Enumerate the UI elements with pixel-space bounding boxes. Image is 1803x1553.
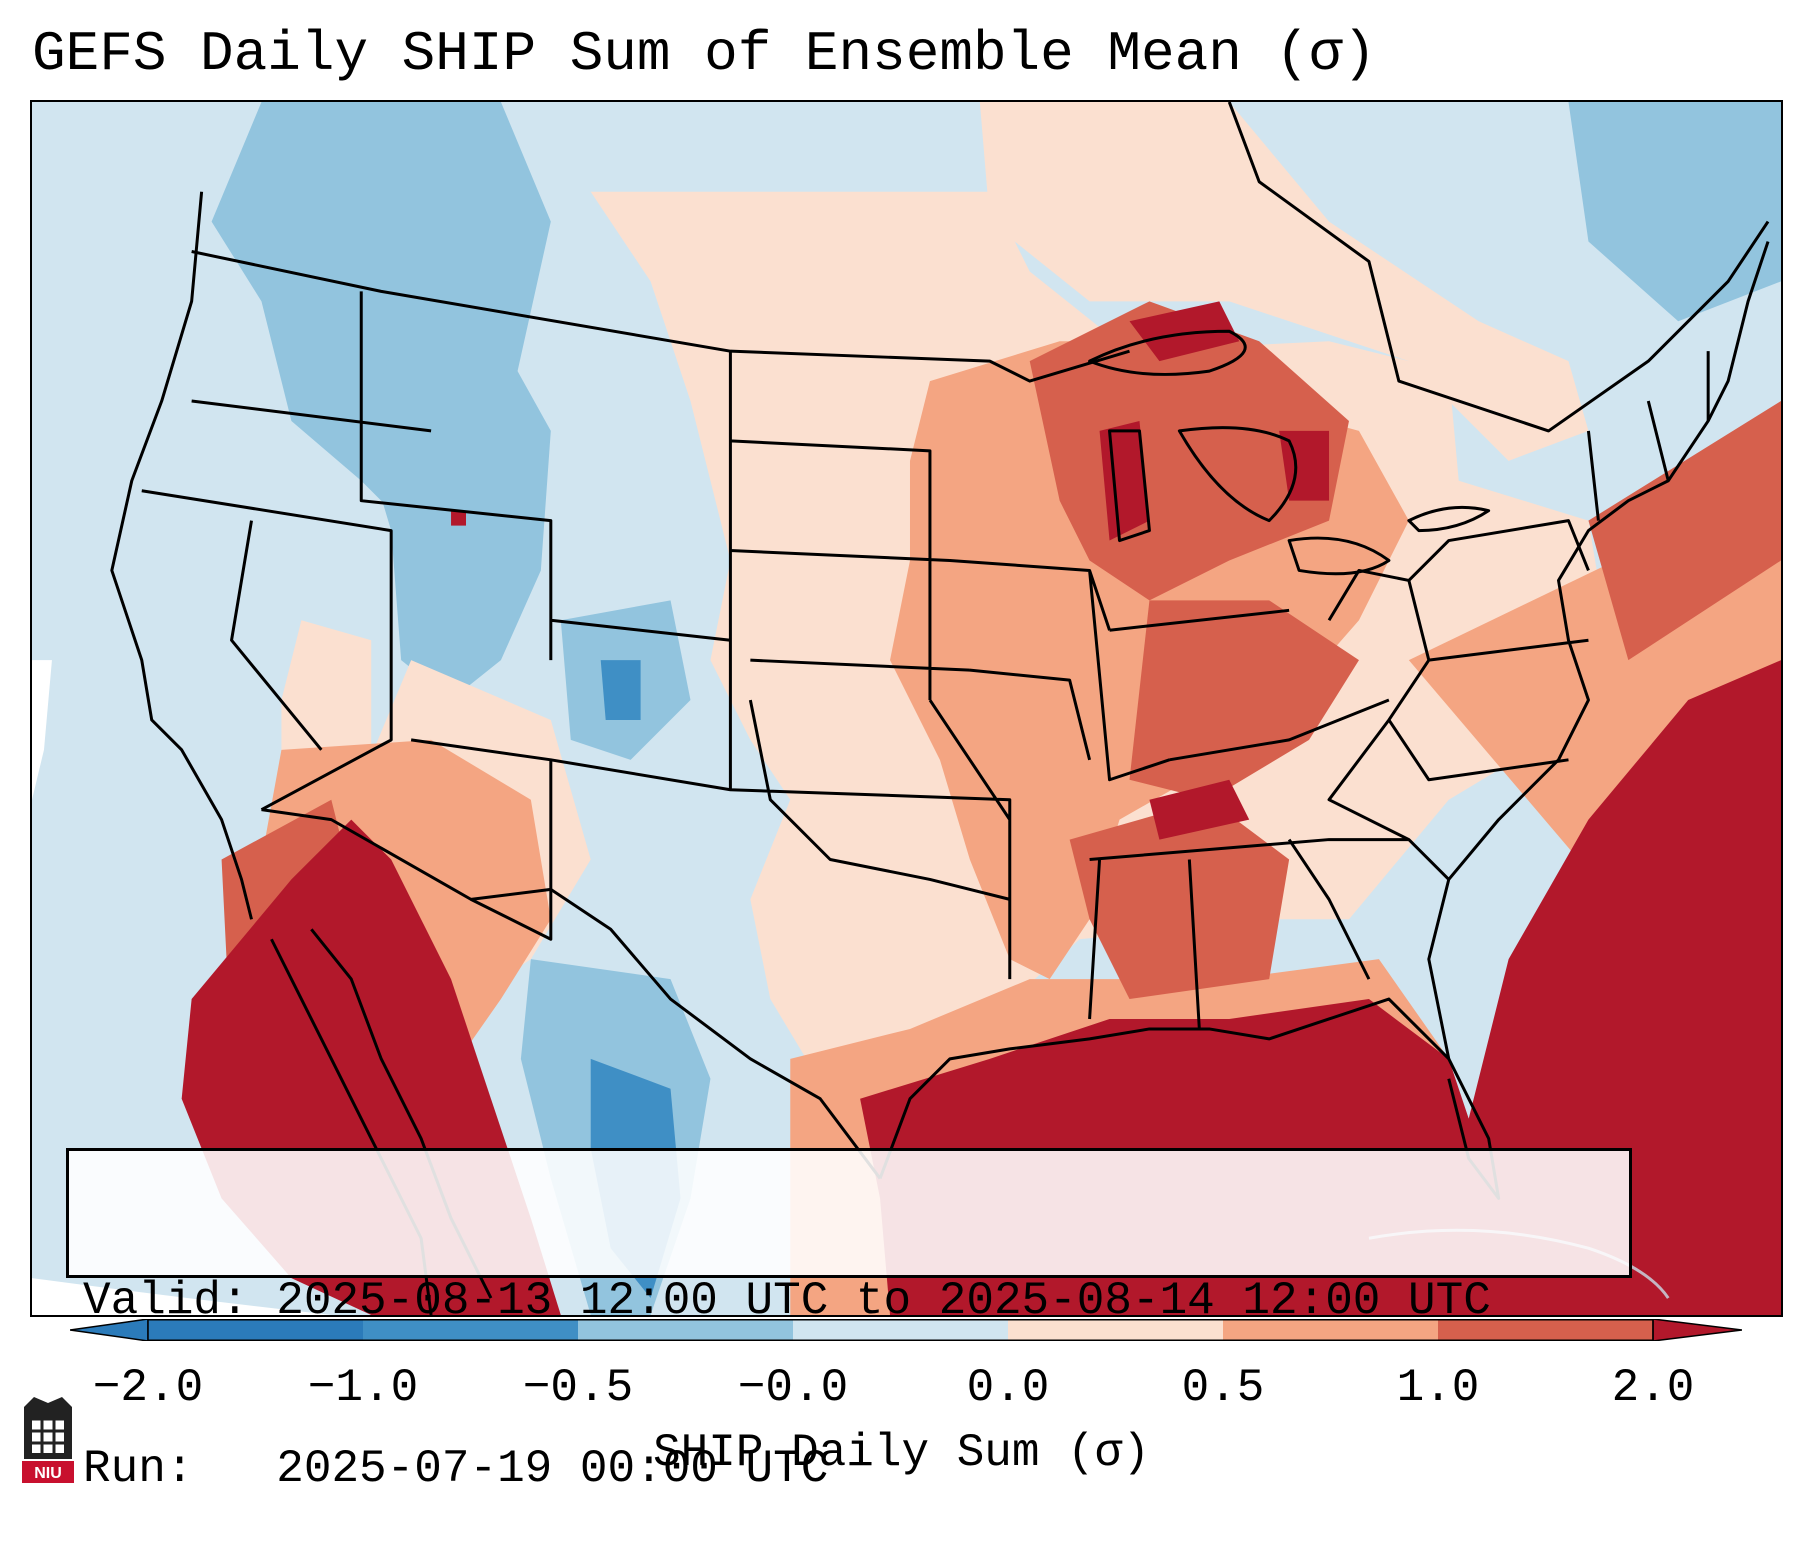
colorbar-tick-label: −1.0: [307, 1362, 419, 1414]
validity-info-box: Valid: 2025-08-13 12:00 UTC to 2025-08-1…: [66, 1148, 1632, 1495]
anomaly-map: [32, 102, 1781, 1315]
colorbar-bin-2: [363, 1319, 578, 1341]
colorbar-tick-label: −2.0: [92, 1362, 204, 1414]
chart-title: GEFS Daily SHIP Sum of Ensemble Mean (σ): [32, 22, 1377, 86]
canada-east-border: [1227, 102, 1770, 433]
anomaly-blue-colorado-core: [600, 660, 641, 720]
colorbar: [70, 1319, 1742, 1341]
anomaly-darkred-ohio: [1129, 600, 1359, 800]
anomaly-strong-utah-spot: [451, 510, 467, 526]
colorbar-svg: [70, 1319, 1742, 1341]
anomaly-darkred-southeast: [1069, 799, 1290, 1000]
niu-logo-svg: NIU: [22, 1397, 74, 1483]
niu-logo: NIU: [20, 1393, 76, 1485]
anomaly-strong-lake-superior: [1129, 301, 1240, 362]
colorbar-tick-label: 0.0: [966, 1362, 1050, 1414]
colorbar-bin-5: [1008, 1319, 1223, 1341]
colorbar-tick-label: 0.5: [1181, 1362, 1265, 1414]
west-coast: [110, 191, 253, 920]
state-lines: [141, 291, 1710, 1030]
colorbar-tick-label: 1.0: [1396, 1362, 1480, 1414]
colorbar-outline: [147, 1319, 1654, 1341]
colorbar-tick-label: −0.5: [522, 1362, 634, 1414]
colorbar-bin-6: [1223, 1319, 1438, 1341]
colorbar-bin-1: [148, 1319, 363, 1341]
valid-time-text: Valid: 2025-08-13 12:00 UTC to 2025-08-1…: [83, 1275, 1491, 1327]
colorbar-ticks: −2.0 −1.0 −0.5 −0.0 0.0 0.5 1.0 2.0: [0, 1360, 1803, 1420]
colorbar-bin-3: [578, 1319, 793, 1341]
colorbar-label: SHIP Daily Sum (σ): [653, 1427, 1150, 1479]
anomaly-blue-idaho-utah: [361, 301, 551, 701]
anomaly-lightred-canada: [979, 102, 1589, 461]
colorbar-bin-7: [1438, 1319, 1653, 1341]
anomaly-strong-tennessee: [1149, 779, 1250, 840]
us-canada-border: [191, 250, 1130, 383]
run-time-text: Run: 2025-07-19 00:00 UTC: [83, 1443, 829, 1495]
east-coast: [1427, 241, 1770, 1060]
colorbar-extend-high: [1652, 1319, 1742, 1341]
colorbar-extend-low: [70, 1319, 149, 1341]
anomaly-blue-northeast: [1568, 102, 1781, 322]
us-mexico-border: [261, 808, 882, 1180]
colorbar-bin-4: [793, 1319, 1008, 1341]
anomaly-darkred-east-coast: [1588, 401, 1781, 661]
logo-text: NIU: [34, 1465, 62, 1482]
map-panel: [30, 100, 1783, 1317]
colorbar-tick-label: 2.0: [1611, 1362, 1695, 1414]
great-lakes: [1088, 329, 1491, 576]
colorbar-tick-label: −0.0: [737, 1362, 849, 1414]
